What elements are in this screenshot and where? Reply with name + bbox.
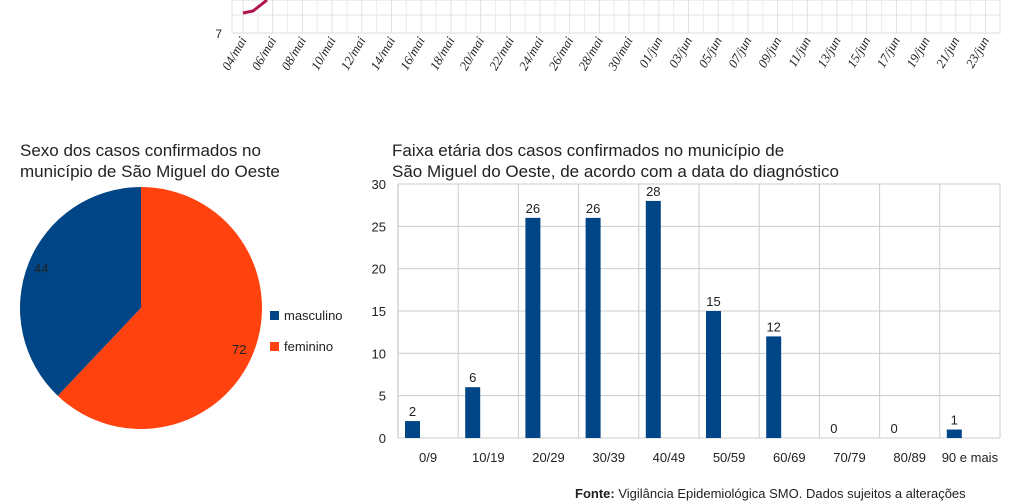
x-tick-label: 15/jun	[844, 34, 874, 70]
x-tick-label: 04/mai	[219, 34, 250, 73]
bar-50/59	[706, 311, 721, 438]
x-tick-label: 22/mai	[486, 34, 517, 73]
bar-data-label: 0	[830, 421, 837, 436]
x-tick-label: 26/mai	[545, 34, 576, 73]
pie-slice-feminino	[57, 187, 263, 429]
bar-data-label: 26	[526, 201, 540, 216]
source-note: Fonte: Vigilância Epidemiológica SMO. Da…	[575, 486, 966, 501]
x-tick-label: 13/jun	[814, 34, 844, 70]
legend-swatch	[270, 342, 279, 351]
x-tick-label: 08/mai	[278, 34, 309, 73]
x-tick-label: 07/jun	[725, 34, 755, 70]
bar-60/69	[766, 336, 782, 438]
x-tick-label: 24/mai	[516, 34, 547, 73]
x-tick-label: 12/mai	[337, 34, 368, 73]
legend-label: masculino	[284, 308, 343, 323]
x-tick-label: 90 e mais	[942, 450, 999, 465]
bar-30/39	[585, 217, 601, 438]
x-tick-label: 17/jun	[873, 34, 903, 70]
bar-0/9	[405, 421, 420, 438]
x-tick-label: 28/mai	[575, 34, 606, 73]
legend-swatch	[270, 311, 279, 320]
bar-data-label: 28	[646, 184, 660, 199]
x-tick-label: 09/jun	[755, 34, 785, 70]
x-tick-label: 16/mai	[397, 34, 428, 73]
x-tick-label: 10/mai	[308, 34, 339, 73]
bar-data-label: 0	[890, 421, 897, 436]
bar-title: São Miguel do Oeste, de acordo com a dat…	[392, 162, 839, 181]
x-tick-label: 70/79	[833, 450, 866, 465]
x-tick-label: 0/9	[419, 450, 437, 465]
x-tick-label: 30/mai	[604, 34, 636, 74]
pie-data-label: 72	[232, 342, 246, 357]
bar-data-label: 2	[409, 404, 416, 419]
pie-data-label: 44	[34, 261, 48, 276]
x-tick-label: 50/59	[713, 450, 746, 465]
y-tick-label: 5	[379, 389, 386, 404]
x-tick-label: 19/jun	[903, 34, 933, 70]
bar-data-label: 26	[586, 201, 600, 216]
x-tick-label: 21/jun	[933, 34, 963, 70]
y-tick-label: 15	[372, 304, 386, 319]
x-tick-label: 01/jun	[636, 34, 666, 70]
bar-data-label: 12	[766, 319, 780, 334]
x-tick-label: 03/jun	[665, 34, 695, 70]
source-text: Vigilância Epidemiológica SMO. Dados suj…	[614, 486, 966, 501]
line-plot-area	[231, 0, 1001, 34]
series-line	[242, 0, 268, 15]
source-label: Fonte:	[575, 486, 615, 501]
bar-data-label: 1	[951, 413, 958, 428]
pie-title: município de São Miguel do Oeste	[20, 162, 280, 181]
bar-data-label: 6	[469, 370, 476, 385]
pie-slice-masculino	[19, 187, 141, 396]
legend-label: feminino	[284, 339, 333, 354]
bar-data-label: 15	[706, 294, 720, 309]
x-tick-label: 40/49	[653, 450, 686, 465]
x-tick-label: 18/mai	[426, 34, 457, 73]
bar-20/29	[525, 217, 541, 438]
x-tick-label: 20/29	[532, 450, 565, 465]
y-tick-label: 7	[215, 27, 222, 41]
bar-90 e mais	[946, 429, 962, 438]
y-tick-label: 10	[372, 346, 386, 361]
pie-title: Sexo dos casos confirmados no	[20, 141, 261, 160]
x-tick-label: 14/mai	[367, 34, 398, 73]
y-tick-label: 20	[372, 262, 386, 277]
x-tick-label: 10/19	[472, 450, 505, 465]
x-tick-label: 06/mai	[248, 34, 279, 73]
x-tick-label: 30/39	[592, 450, 625, 465]
x-tick-label: 23/jun	[962, 34, 992, 70]
x-tick-label: 60/69	[773, 450, 806, 465]
bar-10/19	[465, 387, 481, 438]
x-tick-label: 80/89	[893, 450, 926, 465]
bar-40/49	[645, 200, 661, 438]
y-tick-label: 0	[379, 431, 386, 446]
x-tick-label: 11/jun	[785, 34, 814, 69]
y-tick-label: 25	[372, 219, 386, 234]
bar-title: Faixa etária dos casos confirmados no mu…	[392, 141, 784, 160]
x-tick-label: 20/mai	[456, 34, 487, 73]
x-tick-label: 05/jun	[695, 34, 725, 70]
y-tick-label: 30	[372, 177, 386, 192]
